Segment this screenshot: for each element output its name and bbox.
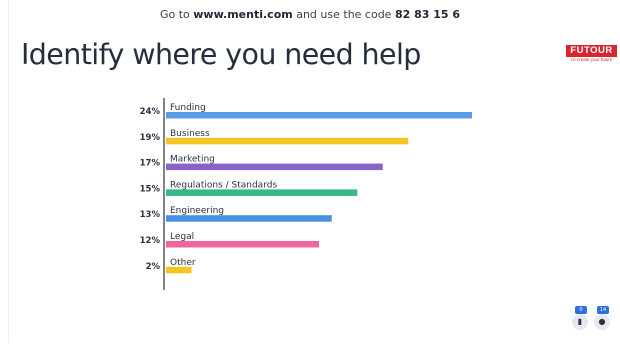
result-bar (166, 241, 319, 248)
result-bar (166, 215, 332, 222)
result-bar (166, 189, 358, 196)
category-label: Marketing (170, 155, 215, 165)
participants-icon[interactable]: 14 ● (594, 306, 610, 330)
futour-logo: FUTOUR co-create your future (566, 45, 617, 63)
category-label: Engineering (170, 206, 224, 216)
category-label: Funding (170, 103, 206, 113)
footer-icons: 0 ▮ 14 ● (572, 306, 610, 330)
comments-count-badge: 0 (575, 306, 587, 314)
category-label: Other (170, 258, 196, 268)
category-label: Business (170, 129, 210, 139)
join-middle: and use the code (296, 8, 392, 21)
slide-frame (8, 0, 619, 343)
participants-count-badge: 14 (597, 306, 609, 314)
percent-label: 17% (140, 159, 161, 169)
result-bar (166, 137, 409, 145)
person-icon: ● (598, 317, 606, 326)
percent-label: 12% (140, 236, 161, 246)
chat-bubble-icon: ▮ (577, 317, 583, 326)
result-bar (166, 266, 192, 274)
category-label: Legal (170, 232, 194, 242)
join-instructions: Go to www.menti.com and use the code 82 … (0, 8, 620, 21)
percent-label: 2% (146, 262, 161, 272)
join-code: 82 83 15 6 (394, 8, 461, 21)
logo-tagline: co-create your future (570, 57, 613, 62)
slide-title: Identify where you need help (21, 38, 421, 71)
comments-icon[interactable]: 0 ▮ (572, 306, 588, 330)
category-label: Regulations / Standards (170, 180, 277, 190)
result-bar (166, 163, 383, 171)
logo-wordmark: FUTOUR (566, 45, 617, 57)
join-site[interactable]: www.menti.com (193, 8, 293, 21)
percent-label: 13% (140, 210, 161, 220)
percent-label: 19% (140, 133, 161, 143)
result-bar (166, 112, 472, 119)
percent-label: 24% (140, 107, 161, 117)
percent-label: 15% (140, 184, 161, 194)
join-prefix: Go to (159, 8, 190, 21)
